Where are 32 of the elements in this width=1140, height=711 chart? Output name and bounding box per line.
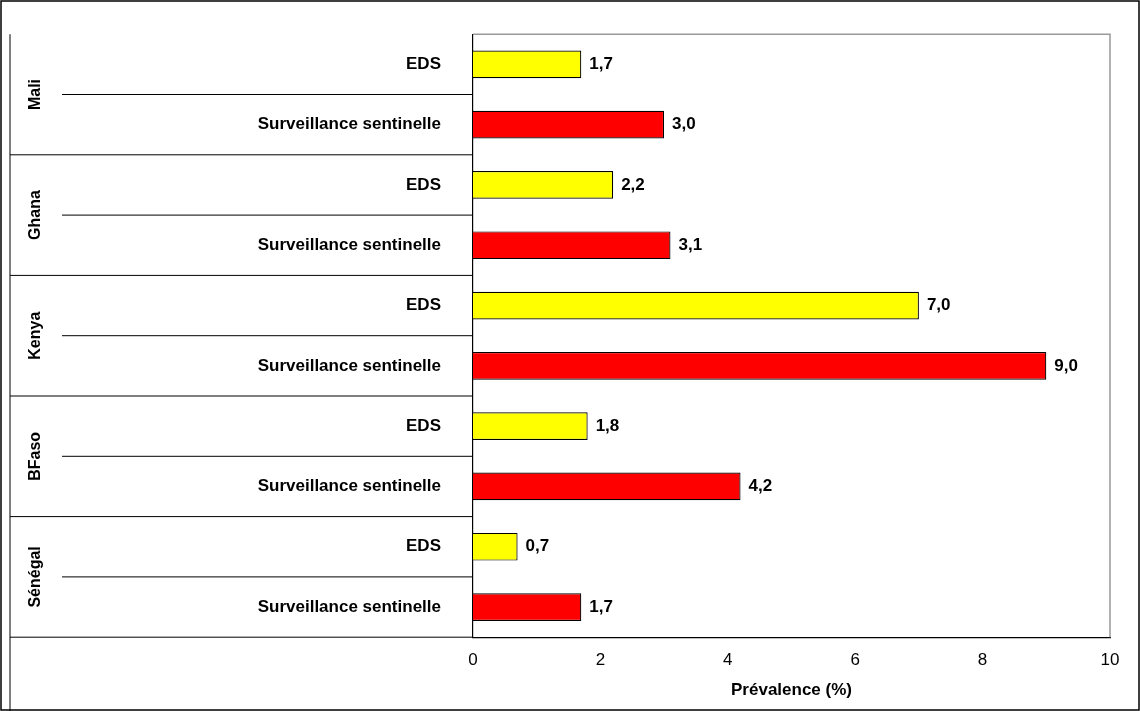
x-tick-label: 6	[850, 650, 860, 670]
data-label: 3,1	[678, 234, 703, 254]
data-label: 7,0	[926, 295, 951, 315]
data-label: 9,0	[1054, 355, 1078, 375]
x-tick-label: 0	[468, 650, 478, 670]
y-tick-label: EDS	[406, 415, 441, 435]
data-label: 0,7	[525, 536, 550, 556]
text: Ghana	[26, 190, 44, 240]
data-label: 2,2	[621, 174, 645, 194]
y-tick-label: Surveillance sentinelle	[257, 596, 441, 616]
y-tick-label: EDS	[406, 536, 441, 556]
y-tick-label: EDS	[406, 174, 441, 194]
y-tick-label: EDS	[406, 295, 441, 315]
y-tick-label: Surveillance sentinelle	[257, 355, 441, 375]
x-tick-label: 8	[977, 650, 988, 670]
x-tick-label: 10	[1100, 650, 1120, 670]
y-tick-label: Surveillance sentinelle	[257, 114, 441, 134]
data-label: 1,8	[595, 415, 620, 435]
text: BFaso	[26, 431, 44, 481]
text: Kenya	[26, 311, 44, 360]
data-label: 1,7	[589, 596, 613, 616]
data-label: 3,0	[672, 114, 696, 134]
data-label: 4,2	[748, 476, 773, 496]
text: Mali	[26, 78, 44, 111]
x-tick-label: 4	[723, 650, 733, 670]
y-tick-label: Surveillance sentinelle	[257, 476, 441, 496]
data-label: 1,7	[589, 54, 613, 74]
x-tick-label: 2	[595, 650, 606, 670]
x-axis-title: Prévalence (%)	[731, 680, 852, 700]
y-tick-label: Surveillance sentinelle	[257, 234, 441, 254]
y-tick-label: EDS	[406, 54, 441, 74]
text: Sénégal	[26, 546, 44, 608]
